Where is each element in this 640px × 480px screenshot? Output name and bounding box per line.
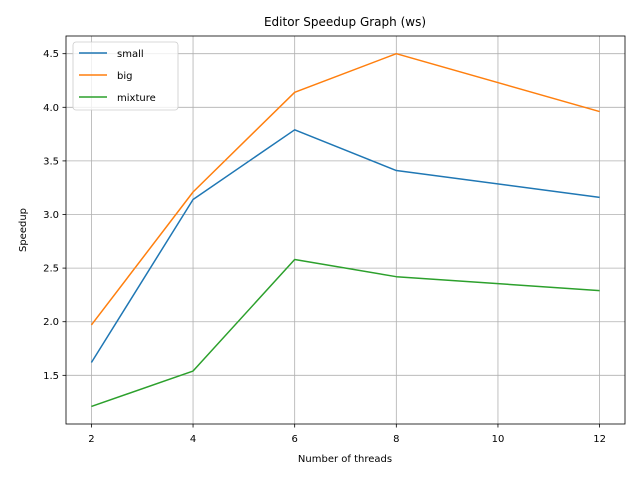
plot-frame [65,35,626,425]
grid [66,36,625,424]
y-axis-ticks: 1.5 2.0 2.5 3.0 3.5 4.0 4.5 [43,49,66,382]
y-tick-label: 2.5 [43,264,59,275]
y-tick-label: 1.5 [43,371,59,382]
y-tick-label: 4.5 [43,49,59,60]
legend: small big mixture [72,41,179,111]
legend-label-small: small [117,49,144,60]
legend-label-big: big [117,71,132,82]
series-lines [90,52,600,408]
series-line-small [90,129,600,363]
chart-title: Editor Speedup Graph (ws) [264,15,426,29]
y-tick-label: 3.0 [43,210,59,221]
legend-label-mixture: mixture [117,93,156,104]
legend-box [72,41,179,111]
x-tick-label: 8 [393,434,399,445]
x-axis-ticks: 2 4 6 8 10 12 [88,424,606,445]
y-tick-label: 3.5 [43,156,59,167]
x-tick-label: 12 [593,434,606,445]
y-tick-label: 4.0 [43,103,59,114]
x-axis-label: Number of threads [298,454,392,465]
series-line-mixture [91,258,600,408]
x-tick-label: 4 [190,434,196,445]
y-tick-label: 2.0 [43,317,59,328]
x-tick-label: 6 [291,434,297,445]
x-tick-label: 10 [492,434,505,445]
x-tick-label: 2 [88,434,94,445]
series-line-big [90,52,600,326]
y-axis-label: Speedup [18,208,29,252]
